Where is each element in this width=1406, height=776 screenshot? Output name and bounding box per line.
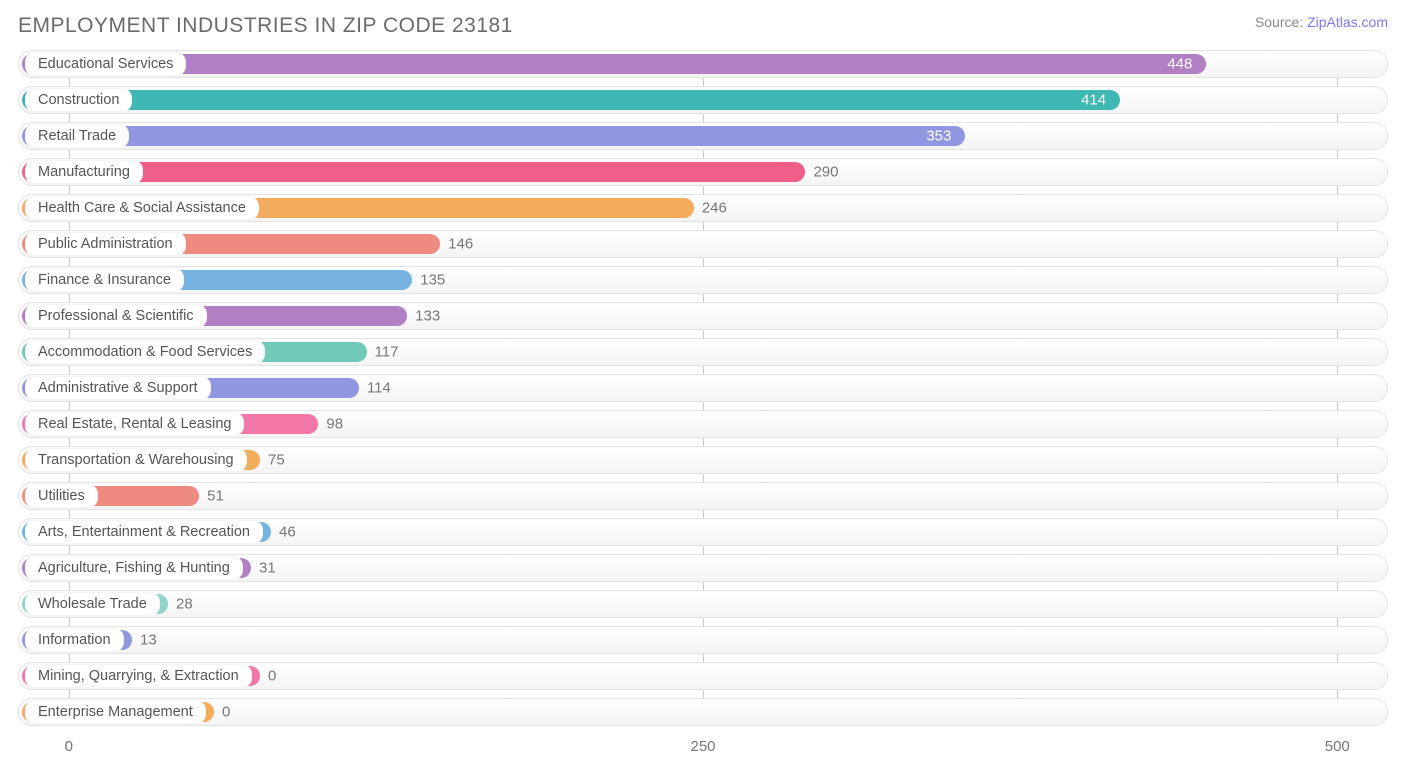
bar-track: Transportation & Warehousing 75 — [18, 446, 1388, 474]
bar-track: Agriculture, Fishing & Hunting 31 — [18, 554, 1388, 582]
bar-value: 414 — [1081, 92, 1106, 109]
bar-track: Public Administration 146 — [18, 230, 1388, 258]
bar-track: Mining, Quarrying, & Extraction 0 — [18, 662, 1388, 690]
x-tick-label: 250 — [690, 738, 715, 755]
bar-track: Wholesale Trade 28 — [18, 590, 1388, 618]
x-axis: 0 250 500 — [18, 732, 1388, 762]
bar-track: Retail Trade 353 — [18, 122, 1388, 150]
bar-track: Finance & Insurance 135 — [18, 266, 1388, 294]
bar-track: Administrative & Support 114 — [18, 374, 1388, 402]
x-tick-label: 500 — [1325, 738, 1350, 755]
source-attribution: Source: ZipAtlas.com — [1255, 14, 1388, 30]
bar-label: Information — [25, 628, 124, 652]
source-link[interactable]: ZipAtlas.com — [1307, 14, 1388, 30]
bar-label: Public Administration — [25, 232, 186, 256]
bar-label: Health Care & Social Assistance — [25, 196, 259, 220]
header: EMPLOYMENT INDUSTRIES IN ZIP CODE 23181 … — [18, 14, 1388, 48]
bar-fill — [22, 126, 965, 146]
bar-track: Accommodation & Food Services 117 — [18, 338, 1388, 366]
bar-track: Information 13 — [18, 626, 1388, 654]
bar-value: 98 — [326, 416, 343, 433]
bar-label: Manufacturing — [25, 160, 143, 184]
bar-value: 51 — [207, 488, 224, 505]
bar-fill — [22, 54, 1206, 74]
x-tick-label: 0 — [65, 738, 73, 755]
bar-label: Utilities — [25, 484, 98, 508]
bar-value: 133 — [415, 308, 440, 325]
bar-value: 13 — [140, 632, 157, 649]
bar-value: 0 — [268, 668, 276, 685]
bar-track: Manufacturing 290 — [18, 158, 1388, 186]
bar-label: Transportation & Warehousing — [25, 448, 247, 472]
bar-value: 448 — [1167, 56, 1192, 73]
bar-value: 46 — [279, 524, 296, 541]
bar-value: 75 — [268, 452, 285, 469]
bar-track: Arts, Entertainment & Recreation 46 — [18, 518, 1388, 546]
bar-value: 246 — [702, 200, 727, 217]
bar-value: 28 — [176, 596, 193, 613]
bar-track: Enterprise Management 0 — [18, 698, 1388, 726]
bar-label: Construction — [25, 88, 132, 112]
bar-label: Arts, Entertainment & Recreation — [25, 520, 263, 544]
bar-label: Finance & Insurance — [25, 268, 184, 292]
bar-fill — [22, 90, 1120, 110]
bar-value: 0 — [222, 704, 230, 721]
chart-title: EMPLOYMENT INDUSTRIES IN ZIP CODE 23181 — [18, 14, 513, 38]
bar-value: 114 — [367, 380, 391, 397]
bar-label: Real Estate, Rental & Leasing — [25, 412, 244, 436]
bar-label: Mining, Quarrying, & Extraction — [25, 664, 252, 688]
bar-label: Agriculture, Fishing & Hunting — [25, 556, 243, 580]
source-prefix: Source: — [1255, 14, 1307, 30]
bar-track: Health Care & Social Assistance 246 — [18, 194, 1388, 222]
plot-area: Educational Services 448 Construction 414 Re… — [18, 50, 1388, 742]
bar-value: 146 — [448, 236, 473, 253]
bar-track: Real Estate, Rental & Leasing 98 — [18, 410, 1388, 438]
bar-label: Accommodation & Food Services — [25, 340, 265, 364]
bar-label: Professional & Scientific — [25, 304, 207, 328]
bar-track: Utilities 51 — [18, 482, 1388, 510]
bar-label: Retail Trade — [25, 124, 129, 148]
bar-value: 353 — [926, 128, 951, 145]
bar-label: Educational Services — [25, 52, 186, 76]
bar-value: 31 — [259, 560, 276, 577]
bar-value: 135 — [420, 272, 445, 289]
bar-value: 290 — [813, 164, 838, 181]
bar-label: Administrative & Support — [25, 376, 211, 400]
bar-track: Educational Services 448 — [18, 50, 1388, 78]
bar-track: Professional & Scientific 133 — [18, 302, 1388, 330]
bar-label: Enterprise Management — [25, 700, 206, 724]
chart-container: EMPLOYMENT INDUSTRIES IN ZIP CODE 23181 … — [0, 0, 1406, 776]
bar-value: 117 — [375, 344, 399, 361]
bar-label: Wholesale Trade — [25, 592, 160, 616]
bar-track: Construction 414 — [18, 86, 1388, 114]
